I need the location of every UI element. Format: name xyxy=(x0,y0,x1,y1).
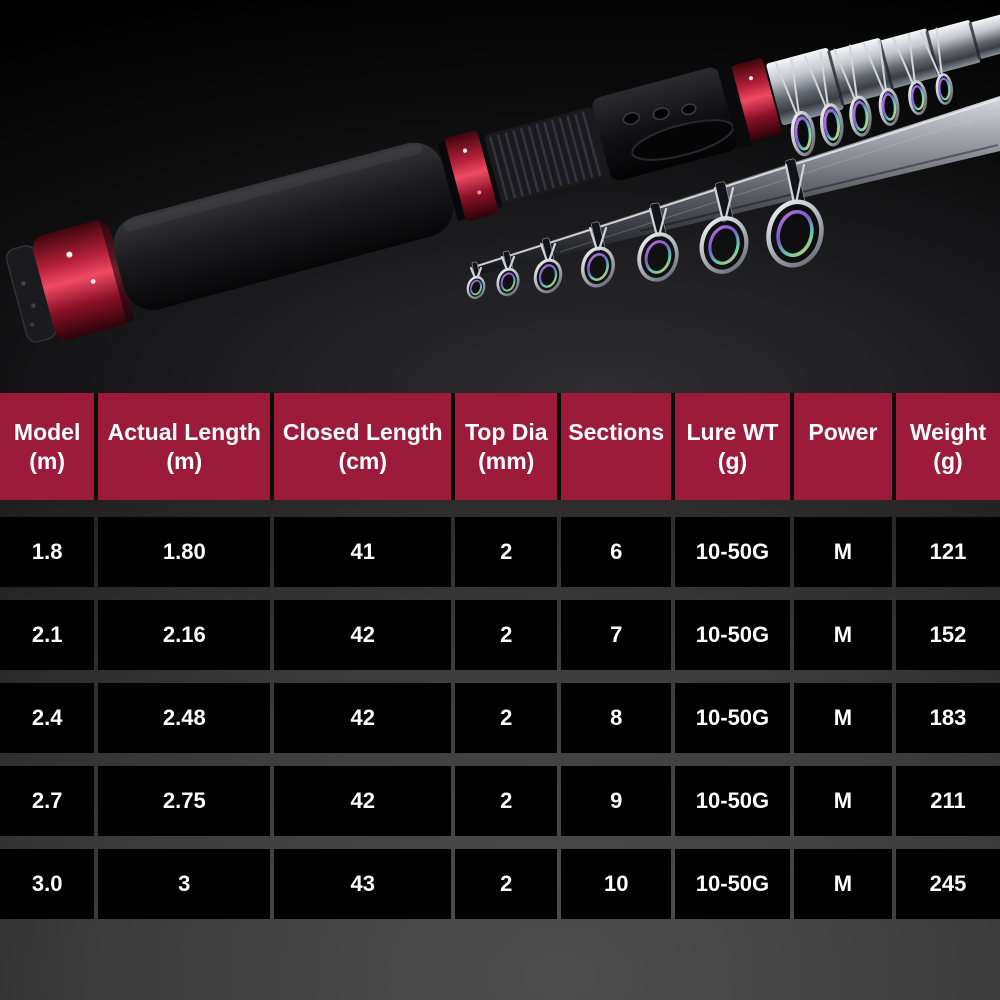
table-cell: 7 xyxy=(561,600,672,670)
header-cell: Weight (g) xyxy=(895,393,1000,500)
guide-ring xyxy=(849,95,872,137)
guide-ring xyxy=(908,80,928,116)
rod-tip-guide xyxy=(466,275,486,300)
table-cell: 1.8 xyxy=(0,517,95,587)
guide-ring xyxy=(496,267,520,297)
table-cell: 2.75 xyxy=(98,766,271,836)
table-cell: 2 xyxy=(455,600,558,670)
guide-ring xyxy=(790,110,816,157)
header-cell: Lure WT (g) xyxy=(675,393,790,500)
table-cell: 2.48 xyxy=(98,683,271,753)
table-cell: 2.7 xyxy=(0,766,95,836)
table-body: 1.8 1.80 41 2 6 10-50G M 121 2.1 2.16 42 2 7 10-50G M 1… xyxy=(0,517,1000,919)
table-cell: 2.4 xyxy=(0,683,95,753)
header-cell: Actual Length (m) xyxy=(98,393,271,500)
table-cell: 2 xyxy=(455,517,558,587)
table-cell: 10-50G xyxy=(675,683,790,753)
table-cell: 183 xyxy=(895,683,1000,753)
header-cell: Top Dia (mm) xyxy=(455,393,558,500)
upper-guides xyxy=(774,27,954,157)
table-cell: 10-50G xyxy=(675,849,790,919)
guide-feet xyxy=(469,163,806,280)
table-cell: 152 xyxy=(895,600,1000,670)
eva-grip xyxy=(113,142,454,310)
table-cell: 42 xyxy=(274,766,452,836)
header-label: Closed Length xyxy=(282,418,443,445)
lower-guides xyxy=(466,199,824,300)
header-label: Lure WT xyxy=(686,418,779,445)
butt-cap xyxy=(32,219,135,340)
ribbed-grip xyxy=(484,107,610,204)
guide-ring xyxy=(699,216,749,274)
guide-ring xyxy=(533,258,563,294)
table-cell: 2 xyxy=(455,766,558,836)
header-unit: (m) xyxy=(166,447,203,474)
table-cell: 3 xyxy=(98,849,271,919)
table-cell: 10-50G xyxy=(675,600,790,670)
table-cell: 9 xyxy=(561,766,672,836)
table-cell: 42 xyxy=(274,683,452,753)
table-cell: M xyxy=(793,849,892,919)
header-unit: (cm) xyxy=(338,447,388,474)
table-cell: M xyxy=(793,600,892,670)
table-cell: M xyxy=(793,683,892,753)
guide-ring xyxy=(878,87,900,126)
guide-ring xyxy=(935,73,954,105)
header-cell: Model (m) xyxy=(0,393,95,500)
header-cell: Power xyxy=(793,393,892,500)
guide-ring xyxy=(637,232,679,282)
guide-ring xyxy=(820,103,844,147)
guide-ring xyxy=(581,246,615,288)
red-band xyxy=(731,58,782,141)
table-cell: 8 xyxy=(561,683,672,753)
header-label: Top Dia xyxy=(464,418,548,445)
header-cell: Closed Length (cm) xyxy=(274,393,452,500)
upper-rod xyxy=(5,12,1000,343)
header-label: Actual Length xyxy=(107,418,261,445)
reel-seat xyxy=(592,67,738,181)
header-cell: Sections xyxy=(561,393,672,500)
table-cell: 121 xyxy=(895,517,1000,587)
table-cell: 42 xyxy=(274,600,452,670)
seat-collar xyxy=(717,62,752,149)
table-cell: 43 xyxy=(274,849,452,919)
header-label: Model xyxy=(13,418,81,445)
table-cell: 2.16 xyxy=(98,600,271,670)
table-cell: 2 xyxy=(455,683,558,753)
grip-collar xyxy=(437,141,466,221)
guide-ring xyxy=(766,199,824,268)
header-unit: (g) xyxy=(933,447,963,474)
header-label: Power xyxy=(808,418,878,445)
header-unit: (g) xyxy=(717,447,748,474)
telescopic-sections xyxy=(766,12,1000,126)
table-cell: 10 xyxy=(561,849,672,919)
red-trim-ring xyxy=(445,130,503,221)
product-photo xyxy=(0,0,1000,393)
table-cell: 6 xyxy=(561,517,672,587)
table-cell: M xyxy=(793,517,892,587)
table-cell: 41 xyxy=(274,517,452,587)
table-cell: 10-50G xyxy=(675,517,790,587)
header-unit: (m) xyxy=(29,447,66,474)
header-unit: (mm) xyxy=(478,447,535,474)
table-cell: 2 xyxy=(455,849,558,919)
table-header-row: Model (m) Actual Length (m) Closed Length (cm… xyxy=(0,393,1000,500)
table-cell: 245 xyxy=(895,849,1000,919)
header-label: Weight xyxy=(909,418,987,445)
lower-rod xyxy=(466,96,1000,300)
table-cell: 2.1 xyxy=(0,600,95,670)
spec-table: Model (m) Actual Length (m) Closed Length (cm… xyxy=(0,393,1000,919)
table-cell: 211 xyxy=(895,766,1000,836)
table-cell: 1.80 xyxy=(98,517,271,587)
table-cell: 10-50G xyxy=(675,766,790,836)
header-label: Sections xyxy=(568,418,665,445)
table-cell: M xyxy=(793,766,892,836)
table-cell: 3.0 xyxy=(0,849,95,919)
